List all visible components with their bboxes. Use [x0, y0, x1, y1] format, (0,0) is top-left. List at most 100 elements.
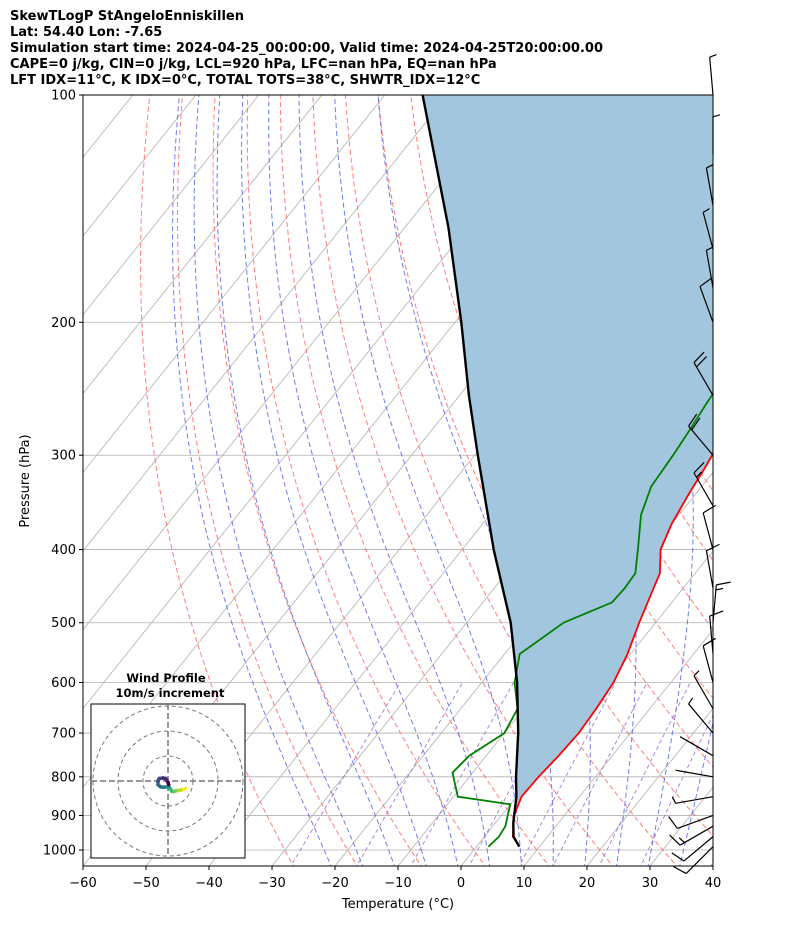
moist-adiabat-line	[268, 95, 459, 866]
isotherm-line	[83, 95, 323, 395]
wind-barb-staff	[679, 736, 714, 757]
wind-barb-staff	[688, 425, 714, 456]
dry-adiabat-line	[246, 95, 486, 866]
wind-barb	[709, 610, 724, 655]
isotherm-line	[0, 95, 7, 866]
wind-barb-staff	[702, 212, 714, 250]
wind-barb-staff	[702, 645, 714, 683]
wind-barb	[693, 670, 714, 710]
wind-barb-staff	[709, 57, 714, 96]
hodograph-trace-segment	[166, 780, 171, 787]
wind-barb	[671, 836, 714, 862]
wind-barb-staff	[712, 584, 717, 623]
isotherm-line	[83, 95, 449, 552]
wind-barb-flag	[702, 637, 716, 647]
temperature-line	[511, 451, 713, 848]
wind-barb-staff	[693, 675, 714, 710]
wind-barb-staff	[679, 825, 714, 846]
mixing-ratio-line	[468, 682, 569, 866]
mixing-ratio-line	[598, 682, 691, 866]
wind-barb-staff	[699, 286, 714, 323]
wind-barb	[669, 825, 714, 846]
y-tick-label: 900	[51, 809, 76, 824]
wind-barb-staff	[709, 616, 714, 655]
x-tick-label: 20	[579, 876, 596, 891]
wind-barb	[675, 769, 714, 778]
y-tick-label: 700	[51, 727, 76, 742]
wind-barb-flag	[669, 834, 681, 846]
wind-barb-half-flag	[696, 471, 702, 478]
wind-barb-staff	[685, 846, 714, 875]
dry-adiabat-line	[212, 95, 422, 866]
wind-barb-half-flag	[712, 114, 721, 118]
mixing-ratio-line	[356, 682, 464, 866]
wind-barb	[709, 53, 717, 96]
wind-barb-half-flag	[715, 587, 724, 591]
dry-adiabat-line	[730, 78, 794, 869]
moist-adiabat-line	[710, 858, 713, 866]
wind-barb-flag	[693, 461, 705, 474]
wind-barb-staff	[675, 796, 714, 804]
wind-barb-half-flag	[693, 670, 700, 677]
x-axis-label: Temperature (°C)	[341, 897, 454, 912]
wind-barb-half-flag	[706, 246, 714, 251]
wind-barb	[693, 461, 714, 507]
wind-barb-staff	[705, 250, 714, 288]
hodograph-plot	[91, 704, 245, 858]
wind-barb-flag	[702, 504, 716, 514]
x-tick-label: −60	[69, 876, 96, 891]
chart-title: SkewTLogP StAngeloEnniskillen	[10, 9, 244, 24]
dry-adiabat-line	[176, 95, 358, 866]
y-tick-label: 100	[51, 89, 76, 104]
moist-adiabat-line	[193, 95, 364, 866]
wind-barb-flag	[673, 865, 687, 875]
dry-adiabat-line	[279, 95, 550, 866]
x-tick-label: −30	[258, 876, 285, 891]
wind-barb-flag	[709, 610, 724, 617]
x-tick-label: 10	[516, 876, 533, 891]
wind-barb-flag	[691, 417, 701, 431]
mixing-ratio-line	[410, 682, 515, 866]
wind-barb-flag	[696, 355, 708, 368]
moist-adiabat-line	[334, 95, 522, 866]
hodograph-title: Wind Profile	[126, 671, 206, 685]
x-tick-label: 40	[705, 876, 722, 891]
wind-barb	[693, 351, 714, 396]
dry-adiabat-line	[312, 95, 614, 866]
x-tick-label: −10	[384, 876, 411, 891]
isotherm-line	[83, 95, 260, 316]
isotherm-line	[83, 95, 197, 237]
wind-barb-staff	[705, 550, 714, 589]
hodograph-subtitle: 10m/s increment	[116, 686, 225, 700]
index-line: LFT IDX=11°C, K IDX=0°C, TOTAL TOTS=38°C…	[10, 73, 481, 88]
wind-barb-half-flag	[702, 208, 710, 213]
y-tick-label: 200	[51, 316, 76, 331]
parcel-line	[421, 95, 521, 848]
isotherm-line	[83, 95, 512, 631]
wind-barb	[705, 164, 714, 206]
y-tick-label: 300	[51, 449, 76, 464]
x-tick-label: −20	[321, 876, 348, 891]
x-tick-label: 30	[642, 876, 659, 891]
wind-barb	[679, 736, 714, 757]
y-tick-label: 500	[51, 616, 76, 631]
wind-barb-flag	[716, 581, 731, 586]
wind-barb-staff	[683, 836, 714, 862]
time-line: Simulation start time: 2024-04-25_00:00:…	[10, 41, 603, 56]
wind-barb	[671, 796, 714, 804]
dry-adiabat-line	[762, 78, 794, 869]
wind-barb	[702, 637, 716, 683]
y-axis-label: Pressure (hPa)	[18, 434, 33, 527]
isotherm-line	[523, 629, 713, 866]
wind-barb-flag	[671, 852, 685, 862]
moist-adiabat-line	[241, 95, 427, 866]
wind-barb-half-flag	[688, 697, 694, 705]
x-tick-label: −40	[195, 876, 222, 891]
mixing-ratio-line	[290, 682, 401, 866]
x-tick-label: −50	[132, 876, 159, 891]
wind-barb	[699, 277, 714, 323]
wind-barb-half-flag	[678, 837, 685, 844]
wind-barb-flag	[699, 277, 713, 288]
y-tick-label: 400	[51, 543, 76, 558]
